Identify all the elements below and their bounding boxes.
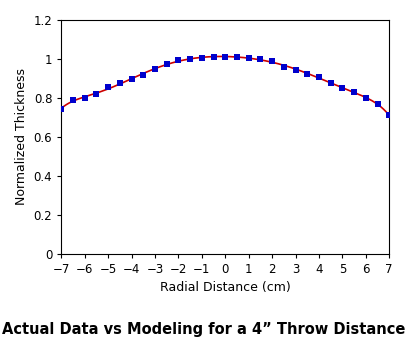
Point [304,71,310,76]
Point [140,72,146,77]
Point [363,95,369,101]
Point [257,56,264,62]
X-axis label: Radial Distance (cm): Radial Distance (cm) [160,282,290,294]
Point [187,56,193,62]
Point [351,89,357,95]
Point [129,77,135,82]
Point [82,95,88,101]
Point [386,113,392,118]
Point [199,55,205,61]
Point [281,64,287,69]
Point [105,85,111,90]
Y-axis label: Normalized Thickness: Normalized Thickness [15,68,28,205]
Point [175,57,182,63]
Point [292,67,299,72]
Text: Actual Data vs Modeling for a 4” Throw Distance: Actual Data vs Modeling for a 4” Throw D… [2,322,406,337]
Point [164,61,170,67]
Point [234,54,240,60]
Point [117,81,123,86]
Point [246,55,252,61]
Point [152,66,158,71]
Point [316,75,322,80]
Point [93,91,100,97]
Point [70,97,76,103]
Point [374,101,381,107]
Point [328,80,334,85]
Point [58,106,64,112]
Point [210,54,217,60]
Point [339,85,346,90]
Point [222,54,228,60]
Point [269,58,275,64]
